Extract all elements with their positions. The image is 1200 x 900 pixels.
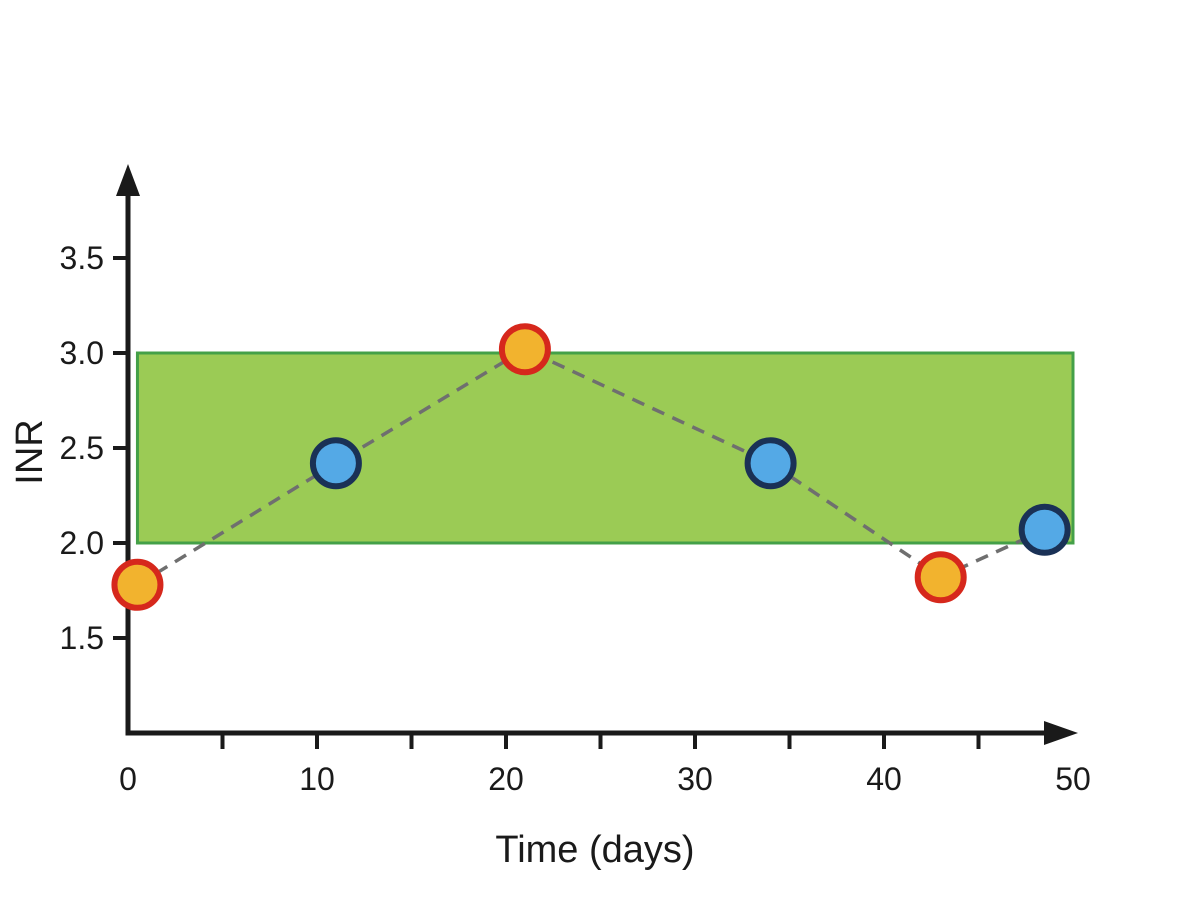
x-axis-tick-label: 10: [299, 761, 335, 797]
axes-layer: 0 10 20 30 40 50 1.5 2.0 2.5 3.0 3.5: [60, 164, 1091, 797]
x-axis-tick-label: 40: [866, 761, 902, 797]
therapeutic-range-band: [135, 351, 1075, 545]
x-axis-title: Time (days): [495, 829, 694, 871]
data-point-blue: [309, 437, 362, 490]
y-axis-tick-label: 2.5: [60, 430, 104, 466]
data-point-blue: [1018, 503, 1071, 556]
x-axis-arrow: [1044, 721, 1078, 745]
y-axis-tick-label: 3.0: [60, 335, 104, 371]
y-axis-tick-label: 3.5: [60, 240, 104, 276]
x-axis-tick-label: 20: [488, 761, 524, 797]
data-point-amber: [498, 323, 551, 376]
data-point-blue: [744, 437, 797, 490]
x-axis-tick-label: 30: [677, 761, 713, 797]
points-layer: [111, 323, 1071, 611]
y-axis-tick-label: 2.0: [60, 525, 104, 561]
band-layer: [135, 351, 1075, 545]
x-axis-tick-label: 0: [119, 761, 137, 797]
y-axis-arrow: [116, 164, 140, 196]
data-point-amber: [914, 551, 967, 604]
y-axis-tick-label: 1.5: [60, 620, 104, 656]
data-point-amber: [111, 558, 164, 611]
x-axis-tick-label: 50: [1055, 761, 1091, 797]
y-axis-title: INR: [9, 419, 51, 484]
